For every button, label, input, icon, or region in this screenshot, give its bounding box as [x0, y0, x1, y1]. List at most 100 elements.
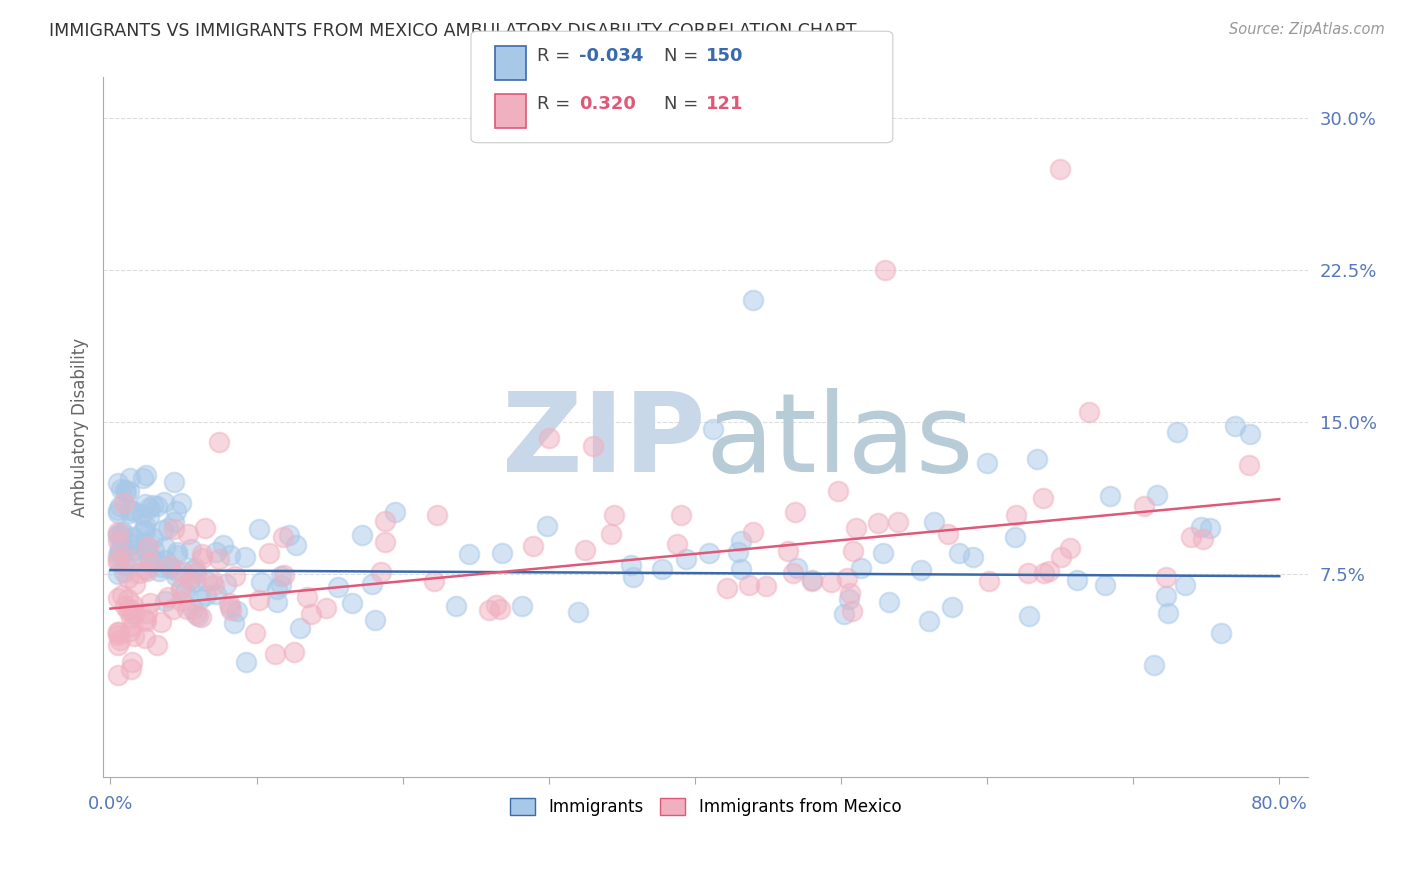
Point	[190, 610, 212, 624]
Point	[361, 577, 384, 591]
Point	[180, 542, 202, 557]
Point	[117, 603, 139, 617]
Point	[118, 601, 141, 615]
Point	[697, 546, 720, 560]
Point	[1239, 427, 1261, 442]
Point	[738, 578, 761, 592]
Point	[184, 561, 207, 575]
Point	[1209, 626, 1232, 640]
Point	[179, 572, 201, 586]
Point	[121, 504, 143, 518]
Point	[315, 601, 337, 615]
Point	[135, 562, 157, 576]
Point	[1237, 458, 1260, 472]
Point	[194, 521, 217, 535]
Point	[107, 567, 129, 582]
Point	[425, 508, 447, 522]
Point	[131, 507, 153, 521]
Text: R =: R =	[537, 95, 571, 113]
Point	[1157, 606, 1180, 620]
Point	[107, 502, 129, 516]
Point	[107, 527, 129, 541]
Point	[851, 560, 873, 574]
Point	[135, 564, 157, 578]
Point	[1143, 657, 1166, 672]
Point	[166, 548, 188, 562]
Point	[143, 543, 166, 558]
Point	[910, 563, 932, 577]
Point	[107, 475, 129, 490]
Point	[136, 606, 159, 620]
Point	[1078, 405, 1101, 419]
Point	[1146, 487, 1168, 501]
Point	[288, 621, 311, 635]
Text: -0.034: -0.034	[579, 47, 644, 65]
Point	[374, 535, 396, 549]
Point	[129, 537, 152, 551]
Point	[842, 544, 865, 558]
Point	[918, 615, 941, 629]
Point	[153, 552, 176, 566]
Point	[107, 625, 129, 640]
Point	[107, 638, 129, 652]
Point	[1094, 577, 1116, 591]
Point	[110, 588, 132, 602]
Point	[1098, 489, 1121, 503]
Point	[120, 537, 142, 551]
Point	[621, 570, 644, 584]
Point	[266, 595, 288, 609]
Point	[163, 522, 186, 536]
Point	[195, 574, 218, 588]
Point	[202, 578, 225, 592]
Point	[118, 503, 141, 517]
Point	[423, 574, 446, 588]
Point	[111, 525, 134, 540]
Point	[776, 544, 799, 558]
Point	[364, 613, 387, 627]
Point	[138, 550, 160, 565]
Point	[1025, 451, 1047, 466]
Point	[866, 516, 889, 531]
Point	[1017, 566, 1039, 581]
Point	[669, 508, 692, 522]
Point	[146, 499, 169, 513]
Point	[184, 575, 207, 590]
Point	[270, 578, 292, 592]
Point	[135, 614, 157, 628]
Point	[1166, 425, 1188, 440]
Point	[295, 590, 318, 604]
Point	[665, 537, 688, 551]
Point	[755, 579, 778, 593]
Point	[786, 561, 808, 575]
Text: 150: 150	[706, 47, 744, 65]
Point	[1191, 520, 1213, 534]
Point	[247, 522, 270, 536]
Point	[181, 601, 204, 615]
Point	[187, 608, 209, 623]
Point	[537, 431, 560, 445]
Point	[117, 592, 139, 607]
Point	[574, 543, 596, 558]
Point	[716, 582, 738, 596]
Point	[1050, 550, 1073, 565]
Point	[1059, 541, 1081, 556]
Text: 0.320: 0.320	[579, 95, 636, 113]
Point	[170, 496, 193, 510]
Point	[1049, 161, 1071, 176]
Point	[225, 604, 247, 618]
Point	[730, 534, 752, 549]
Point	[134, 542, 156, 557]
Point	[1192, 532, 1215, 546]
Point	[121, 530, 143, 544]
Point	[134, 497, 156, 511]
Point	[118, 471, 141, 485]
Point	[145, 554, 167, 568]
Y-axis label: Ambulatory Disability: Ambulatory Disability	[72, 337, 89, 516]
Point	[165, 568, 187, 582]
Point	[742, 293, 765, 308]
Point	[135, 468, 157, 483]
Point	[620, 558, 643, 572]
Point	[374, 514, 396, 528]
Point	[124, 576, 146, 591]
Point	[1032, 491, 1054, 505]
